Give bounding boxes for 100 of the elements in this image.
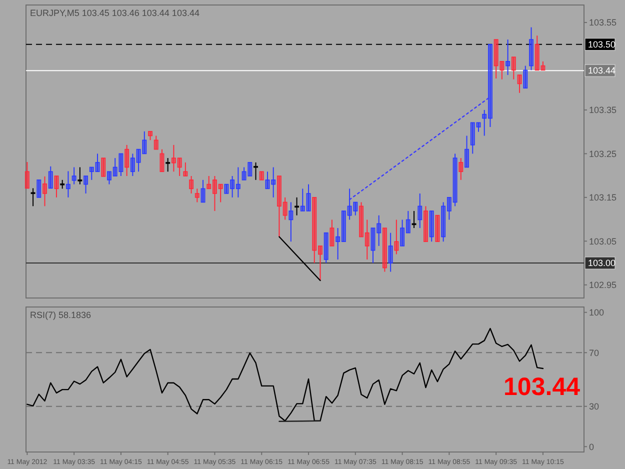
candlestick xyxy=(276,175,282,238)
candlestick xyxy=(470,122,475,154)
candlestick xyxy=(476,122,481,132)
candlestick xyxy=(523,65,528,89)
chart-title: EURJPY,M5 103.45 103.46 103.44 103.44 xyxy=(30,8,200,18)
candlestick xyxy=(230,175,235,198)
candlestick xyxy=(136,148,141,172)
candlestick xyxy=(300,188,305,212)
candlestick xyxy=(84,175,88,194)
candlestick xyxy=(78,166,82,185)
candlestick xyxy=(160,148,164,172)
candlestick xyxy=(189,175,194,194)
candlestick xyxy=(318,245,322,282)
candlestick xyxy=(336,228,340,260)
candlestick xyxy=(306,184,311,212)
candlestick xyxy=(224,184,229,194)
candlestick xyxy=(236,166,240,198)
candlestick xyxy=(441,202,446,242)
y-tick-label: 103.55 xyxy=(589,18,617,28)
y-tick-label: 100 xyxy=(589,308,604,318)
candlestick xyxy=(418,192,422,229)
candlestick xyxy=(324,232,328,264)
candlestick xyxy=(330,219,334,246)
ref-line-label: 103.44 xyxy=(588,66,616,76)
candlestick xyxy=(464,135,469,168)
candlestick xyxy=(30,188,36,207)
candlestick xyxy=(488,44,492,128)
candlestick xyxy=(511,56,516,80)
candlestick xyxy=(429,210,434,242)
candlestick xyxy=(36,179,42,198)
candlestick xyxy=(112,158,118,176)
candlestick xyxy=(370,228,376,264)
y-tick-label: 103.25 xyxy=(589,148,617,159)
candlestick xyxy=(359,202,364,238)
candlestick xyxy=(271,166,276,198)
candlestick xyxy=(347,188,352,220)
candlestick xyxy=(506,39,510,76)
candlestick xyxy=(529,26,534,71)
candlestick xyxy=(400,219,405,246)
y-tick-label: 30 xyxy=(589,402,600,412)
candlestick xyxy=(382,228,387,272)
candlestick xyxy=(494,39,498,79)
candlestick xyxy=(394,219,399,255)
candlestick xyxy=(248,162,252,176)
candlestick xyxy=(177,158,182,176)
candlestick xyxy=(254,162,258,180)
annotation: 103.44 xyxy=(504,373,580,401)
candlestick xyxy=(124,144,130,176)
candlestick xyxy=(458,158,464,180)
candlestick xyxy=(452,153,458,207)
y-tick-label: 0 xyxy=(589,442,594,452)
candlestick xyxy=(259,171,264,180)
candlestick xyxy=(312,196,317,264)
candlestick xyxy=(154,135,158,150)
y-tick-label: 102.95 xyxy=(589,280,617,290)
candlestick xyxy=(388,232,393,272)
candlestick xyxy=(72,166,76,185)
candlestick xyxy=(89,166,94,180)
candlestick xyxy=(130,153,135,176)
candlestick xyxy=(294,196,300,216)
candlestick xyxy=(95,153,100,172)
candlestick xyxy=(183,162,188,176)
candlestick xyxy=(540,60,546,71)
candlestick xyxy=(353,202,358,216)
candlestick xyxy=(166,158,170,172)
candlestick xyxy=(142,130,147,154)
candlestick xyxy=(66,170,70,198)
candlestick xyxy=(265,171,270,190)
candlestick xyxy=(42,176,47,207)
candlestick xyxy=(517,74,522,94)
candlestick xyxy=(282,196,288,220)
y-tick-label: 103.15 xyxy=(589,192,617,203)
candlestick xyxy=(288,202,294,242)
y-tick-label: 70 xyxy=(589,348,600,358)
y-tick-label: 103.05 xyxy=(589,236,617,246)
candlestick xyxy=(376,214,382,246)
candlestick xyxy=(446,196,452,220)
chart-title: RSI(7) 58.1836 xyxy=(30,310,92,320)
candlestick xyxy=(218,184,223,203)
candlestick xyxy=(482,109,487,136)
y-tick-label: 103.35 xyxy=(589,105,617,116)
candlestick xyxy=(194,188,200,203)
candlestick xyxy=(107,171,112,185)
candlestick xyxy=(24,161,30,189)
candlestick xyxy=(341,210,346,242)
candlestick xyxy=(212,175,217,212)
candlestick xyxy=(500,60,504,80)
candlestick xyxy=(206,175,212,190)
candlestick xyxy=(424,206,428,242)
candlestick xyxy=(242,166,246,180)
candlestick xyxy=(148,130,152,141)
candlestick xyxy=(534,35,540,71)
candlestick xyxy=(171,144,176,172)
candlestick xyxy=(101,158,106,177)
candlestick xyxy=(60,179,65,190)
candlestick xyxy=(435,214,440,242)
candlestick xyxy=(48,166,53,189)
candlestick xyxy=(54,175,59,198)
candlestick xyxy=(406,210,410,234)
candlestick xyxy=(364,219,370,260)
